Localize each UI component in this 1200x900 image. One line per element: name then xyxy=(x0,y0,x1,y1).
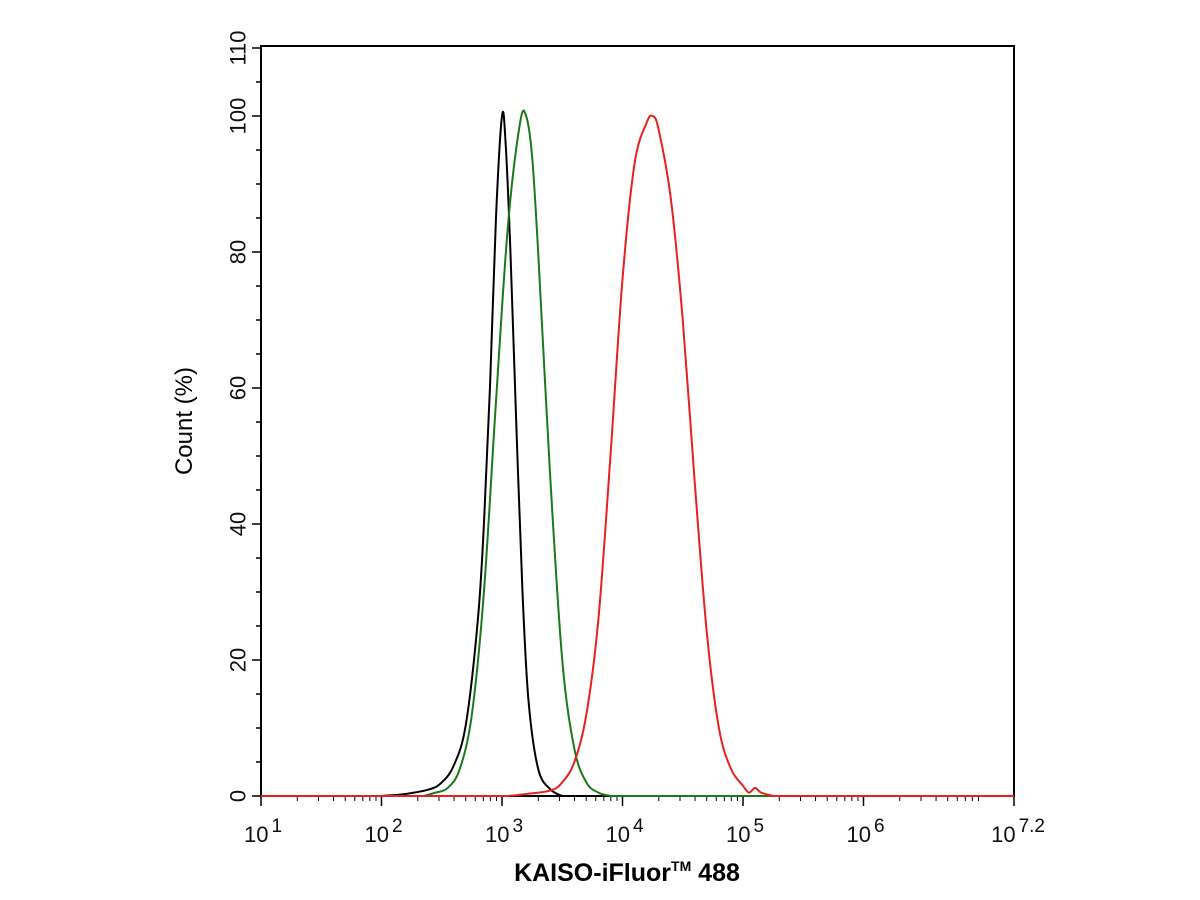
x-tick-label: 10 7.2 xyxy=(991,816,1045,847)
series-line-3 xyxy=(261,114,1014,797)
y-tick-label: 60 xyxy=(226,376,251,400)
x-tick-base: 10 xyxy=(847,822,871,847)
x-tick-base: 10 xyxy=(606,822,630,847)
plot-frame xyxy=(260,45,1015,797)
y-tick-label: 100 xyxy=(226,98,251,135)
x-tick-exponent: 7.2 xyxy=(1019,816,1045,837)
y-axis: 0 20 40 60 80 100 110 xyxy=(226,30,261,802)
x-tick-base: 10 xyxy=(726,822,750,847)
x-axis: 10 1 10 2 10 3 10 4 10 5 10 6 10 7.2 xyxy=(244,796,1045,847)
x-tick-base: 10 xyxy=(485,822,509,847)
x-tick-label: 10 2 xyxy=(365,816,403,847)
x-tick-label: 10 5 xyxy=(726,816,764,847)
x-axis-title-tail: 488 xyxy=(691,859,740,887)
y-tick-label: 20 xyxy=(226,648,251,672)
series-line-1 xyxy=(261,110,1014,797)
x-axis-title: KAISO-iFluorTM 488 xyxy=(514,858,740,887)
series-layer xyxy=(261,109,1014,797)
x-tick-exponent: 1 xyxy=(271,816,282,837)
y-tick-label: 110 xyxy=(226,30,251,65)
x-axis-title-main: KAISO-iFluor xyxy=(514,859,671,887)
x-axis-title-sup: TM xyxy=(671,858,691,874)
x-tick-label: 10 6 xyxy=(847,816,885,847)
x-tick-exponent: 2 xyxy=(392,816,403,837)
x-tick-exponent: 5 xyxy=(753,816,764,837)
x-tick-base: 10 xyxy=(244,822,268,847)
x-tick-base: 10 xyxy=(365,822,389,847)
x-tick-exponent: 3 xyxy=(512,816,523,837)
x-tick-label: 10 1 xyxy=(244,816,282,847)
x-tick-exponent: 4 xyxy=(633,816,644,837)
x-tick-exponent: 6 xyxy=(874,816,885,837)
y-tick-label: 80 xyxy=(226,240,251,264)
x-tick-label: 10 4 xyxy=(606,816,644,847)
y-tick-label: 40 xyxy=(226,512,251,536)
series-line-2 xyxy=(261,109,1014,797)
x-tick-label: 10 3 xyxy=(485,816,523,847)
y-tick-label: 0 xyxy=(226,790,251,802)
y-axis-title: Count (%) xyxy=(171,367,198,475)
x-tick-base: 10 xyxy=(991,822,1015,847)
